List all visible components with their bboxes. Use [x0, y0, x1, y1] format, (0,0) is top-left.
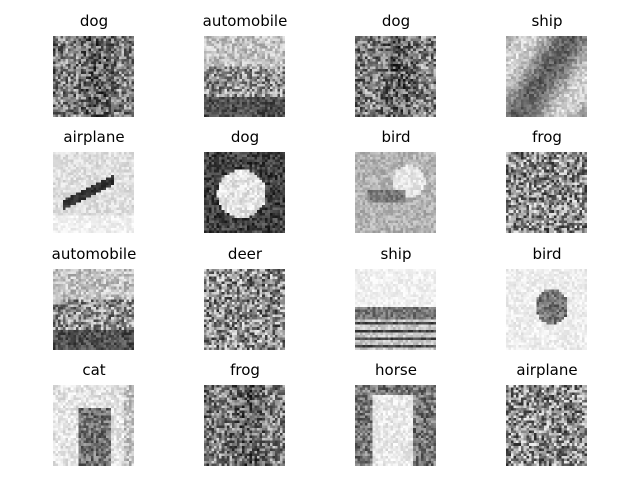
thumbnail-label: automobile [202, 12, 288, 30]
thumbnail-cell: ship [355, 245, 437, 350]
thumbnail-cell: airplane [53, 128, 135, 233]
thumbnail-label: airplane [63, 128, 125, 146]
thumbnail-label: automobile [51, 245, 137, 263]
thumbnail-cell: cat [53, 361, 135, 466]
thumbnail-image [53, 36, 134, 117]
thumbnail-cell: dog [355, 12, 437, 117]
thumbnail-image [53, 385, 134, 466]
thumbnail-cell: ship [506, 12, 588, 117]
thumbnail-label: dog [79, 12, 109, 30]
thumbnail-label: bird [532, 245, 562, 263]
thumbnail-label: frog [230, 361, 260, 379]
thumbnail-cell: bird [506, 245, 588, 350]
thumbnail-image [506, 269, 587, 350]
thumbnail-label: bird [381, 128, 411, 146]
thumbnail-cell: frog [204, 361, 286, 466]
thumbnail-image [204, 269, 285, 350]
thumbnail-image [355, 36, 436, 117]
thumbnail-image [53, 269, 134, 350]
thumbnail-cell: automobile [203, 12, 287, 117]
thumbnail-label: ship [380, 245, 412, 263]
thumbnail-cell: deer [204, 245, 286, 350]
thumbnail-image [355, 385, 436, 466]
thumbnail-label: cat [82, 361, 106, 379]
thumbnail-label: dog [381, 12, 411, 30]
thumbnail-image [506, 152, 587, 233]
thumbnail-label: airplane [516, 361, 578, 379]
thumbnail-cell: automobile [52, 245, 136, 350]
thumbnail-cell: bird [355, 128, 437, 233]
thumbnail-cell: frog [506, 128, 588, 233]
thumbnail-image [506, 36, 587, 117]
thumbnail-image [506, 385, 587, 466]
thumbnail-label: horse [375, 361, 417, 379]
thumbnail-image [53, 152, 134, 233]
thumbnail-image [204, 36, 285, 117]
thumbnail-label: ship [531, 12, 563, 30]
thumbnail-cell: airplane [506, 361, 588, 466]
thumbnail-label: dog [230, 128, 260, 146]
thumbnail-label: deer [227, 245, 263, 263]
thumbnail-cell: dog [204, 128, 286, 233]
thumbnail-label: frog [532, 128, 562, 146]
thumbnail-image [355, 152, 436, 233]
thumbnail-cell: horse [355, 361, 437, 466]
thumbnail-cell: dog [53, 12, 135, 117]
thumbnail-image [204, 152, 285, 233]
thumbnail-image [204, 385, 285, 466]
thumbnail-image [355, 269, 436, 350]
